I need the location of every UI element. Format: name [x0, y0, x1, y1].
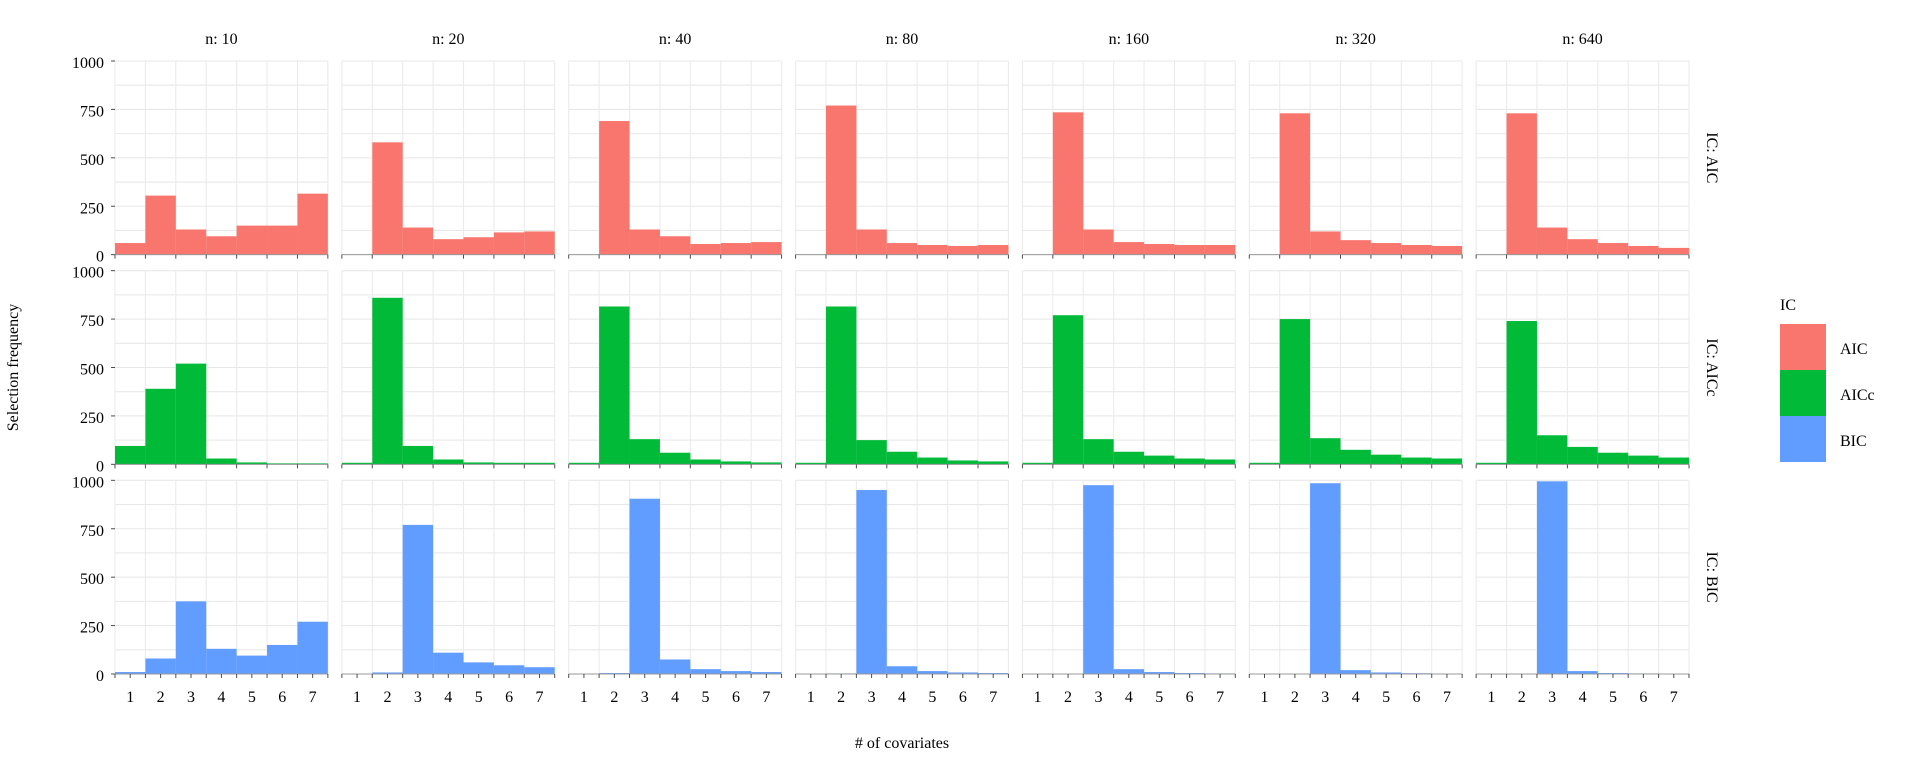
svg-text:3: 3 — [641, 689, 649, 706]
svg-text:500: 500 — [80, 362, 104, 379]
svg-text:1: 1 — [126, 689, 134, 706]
svg-text:3: 3 — [1094, 689, 1102, 706]
svg-text:6: 6 — [278, 689, 286, 706]
svg-text:2: 2 — [1518, 689, 1526, 706]
svg-text:3: 3 — [187, 689, 195, 706]
svg-text:2: 2 — [383, 689, 391, 706]
svg-text:2: 2 — [1064, 689, 1072, 706]
svg-text:6: 6 — [959, 689, 967, 706]
svg-text:4: 4 — [1579, 689, 1587, 706]
svg-text:1: 1 — [1487, 689, 1495, 706]
svg-text:1: 1 — [580, 689, 588, 706]
svg-text:6: 6 — [1186, 689, 1194, 706]
svg-text:4: 4 — [444, 689, 452, 706]
svg-text:2: 2 — [610, 689, 618, 706]
svg-text:3: 3 — [868, 689, 876, 706]
svg-text:2: 2 — [1291, 689, 1299, 706]
svg-text:6: 6 — [1413, 689, 1421, 706]
svg-text:1: 1 — [1260, 689, 1268, 706]
svg-text:AIC: AIC — [1840, 341, 1868, 358]
svg-text:3: 3 — [1321, 689, 1329, 706]
svg-text:n: 320: n: 320 — [1335, 31, 1375, 48]
svg-text:n: 160: n: 160 — [1109, 31, 1149, 48]
svg-text:IC: AICc: IC: AICc — [1703, 338, 1720, 396]
svg-text:AICc: AICc — [1840, 387, 1875, 404]
svg-text:1000: 1000 — [72, 474, 104, 491]
svg-text:4: 4 — [898, 689, 906, 706]
svg-text:4: 4 — [671, 689, 679, 706]
svg-text:5: 5 — [1382, 689, 1390, 706]
svg-text:5: 5 — [1155, 689, 1163, 706]
svg-text:750: 750 — [80, 103, 104, 120]
svg-text:7: 7 — [536, 689, 544, 706]
svg-text:n: 80: n: 80 — [886, 31, 918, 48]
svg-text:4: 4 — [1352, 689, 1360, 706]
svg-text:5: 5 — [1609, 689, 1617, 706]
svg-text:# of covariates: # of covariates — [855, 735, 949, 752]
svg-text:250: 250 — [80, 620, 104, 637]
svg-text:5: 5 — [475, 689, 483, 706]
svg-text:7: 7 — [1216, 689, 1224, 706]
svg-text:1000: 1000 — [72, 265, 104, 282]
svg-text:2: 2 — [837, 689, 845, 706]
svg-text:4: 4 — [1125, 689, 1133, 706]
svg-text:n: 20: n: 20 — [432, 31, 464, 48]
svg-text:7: 7 — [1443, 689, 1451, 706]
svg-text:Selection frequency: Selection frequency — [5, 304, 22, 432]
svg-text:1: 1 — [353, 689, 361, 706]
svg-text:n: 40: n: 40 — [659, 31, 691, 48]
svg-text:IC: IC — [1780, 297, 1796, 314]
svg-text:250: 250 — [80, 410, 104, 427]
svg-text:6: 6 — [1639, 689, 1647, 706]
svg-text:7: 7 — [309, 689, 317, 706]
svg-text:500: 500 — [80, 152, 104, 169]
svg-text:6: 6 — [732, 689, 740, 706]
svg-text:6: 6 — [505, 689, 513, 706]
svg-text:BIC: BIC — [1840, 433, 1867, 450]
svg-text:n: 10: n: 10 — [205, 31, 237, 48]
svg-text:7: 7 — [989, 689, 997, 706]
svg-text:1000: 1000 — [72, 55, 104, 72]
svg-text:5: 5 — [928, 689, 936, 706]
svg-text:IC: BIC: IC: BIC — [1703, 552, 1720, 603]
svg-text:250: 250 — [80, 200, 104, 217]
svg-text:0: 0 — [96, 668, 104, 685]
svg-text:5: 5 — [702, 689, 710, 706]
svg-text:5: 5 — [248, 689, 256, 706]
svg-text:0: 0 — [96, 249, 104, 266]
svg-text:750: 750 — [80, 313, 104, 330]
svg-text:0: 0 — [96, 458, 104, 475]
svg-text:500: 500 — [80, 571, 104, 588]
svg-text:7: 7 — [762, 689, 770, 706]
svg-text:7: 7 — [1670, 689, 1678, 706]
svg-text:4: 4 — [217, 689, 225, 706]
svg-text:IC: AIC: IC: AIC — [1703, 132, 1720, 183]
svg-text:3: 3 — [1548, 689, 1556, 706]
svg-text:750: 750 — [80, 523, 104, 540]
svg-text:1: 1 — [807, 689, 815, 706]
svg-text:1: 1 — [1034, 689, 1042, 706]
svg-text:n: 640: n: 640 — [1562, 31, 1602, 48]
svg-text:3: 3 — [414, 689, 422, 706]
svg-text:2: 2 — [157, 689, 165, 706]
